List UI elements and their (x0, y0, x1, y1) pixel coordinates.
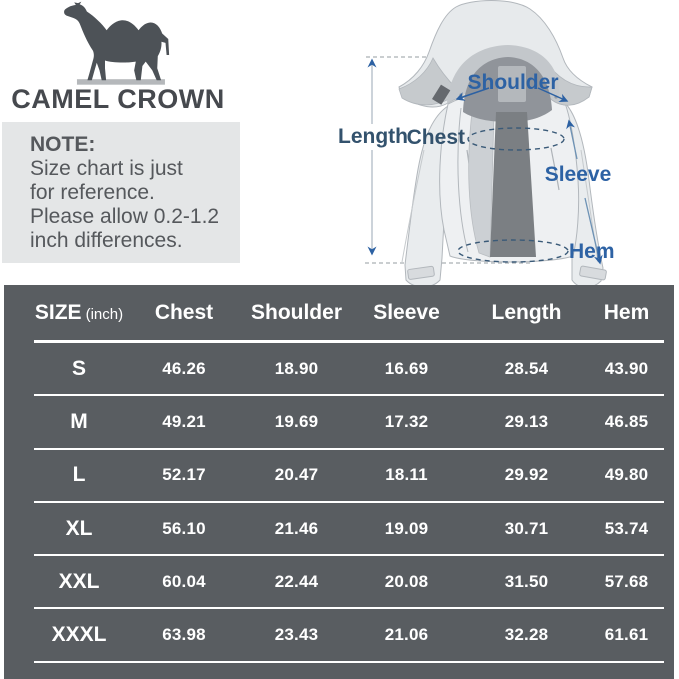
size-table-header: SIZE (inch) Chest Shoulder Sleeve Length … (34, 285, 664, 343)
size-value: M (70, 409, 88, 433)
note-line: Please allow 0.2-1.2 (30, 205, 220, 228)
shoulder-value: 18.90 (274, 358, 319, 378)
note-box: NOTE: Size chart is just for reference. … (2, 122, 240, 263)
sleeve-line-upper (566, 119, 578, 160)
brim-snap-left (459, 93, 463, 97)
size-value: XL (65, 516, 93, 540)
table-row-xxl: XXL 60.04 22.44 20.08 31.50 57.68 (34, 556, 664, 610)
chest-value: 46.26 (162, 358, 206, 378)
chest-value: 60.04 (162, 571, 206, 591)
shoulder-value: 19.69 (274, 411, 319, 431)
shoulder-value: 23.43 (274, 625, 319, 645)
chest-value: 56.10 (162, 518, 206, 538)
size-value: S (71, 356, 86, 380)
header-hem: Hem (603, 300, 650, 324)
header-length: Length (491, 300, 562, 324)
hem-ellipse (457, 239, 569, 263)
hem-value: 53.74 (604, 518, 649, 538)
shoulder-arrow-left (455, 87, 490, 101)
right-pocket-slit (550, 147, 560, 191)
header-shoulder: Shoulder (250, 300, 342, 324)
note-line: Size chart is just (30, 157, 183, 180)
brand-name: CAMEL CROWN (11, 84, 225, 114)
right-cuff-tab (579, 265, 607, 281)
length-value: 32.28 (504, 625, 549, 645)
sleeve-value: 21.06 (384, 625, 429, 645)
left-cuff-tab (407, 265, 435, 280)
length-value: 31.50 (504, 571, 549, 591)
hem-value: 49.80 (604, 465, 649, 485)
chest-value: 52.17 (162, 465, 206, 485)
sleeve-value: 18.11 (385, 465, 428, 485)
left-sleeve-seam (401, 149, 425, 263)
sleeve-value: 16.69 (384, 358, 429, 378)
length-value: 30.71 (504, 518, 549, 538)
shoulder-arrow-right (537, 87, 569, 103)
note-line: inch differences. (30, 229, 183, 252)
length-value: 29.92 (504, 465, 549, 485)
sleeve-value: 19.09 (384, 518, 429, 538)
shoulder-value: 21.46 (274, 518, 319, 538)
length-label: Length (338, 125, 408, 148)
header-chest: Chest (154, 300, 214, 324)
hem-value: 46.85 (604, 411, 649, 431)
sleeve-label: Sleeve (545, 163, 612, 186)
header-unit-label: (inch) (85, 305, 124, 323)
fleece-placket (490, 112, 536, 257)
note-title: NOTE: (30, 133, 96, 156)
header-sleeve: Sleeve (373, 300, 440, 324)
left-flap-edge (457, 107, 469, 253)
chest-label: Chest (407, 126, 465, 149)
hem-label: Hem (569, 240, 615, 263)
interior-back-panel (498, 66, 526, 102)
size-value: XXL (58, 569, 100, 593)
shoulder-value: 20.47 (274, 465, 319, 485)
table-row-l: L 52.17 20.47 18.11 29.92 49.80 (34, 450, 664, 503)
lining-flap (468, 111, 495, 258)
sleeve-line-lower (584, 197, 603, 265)
length-value: 28.54 (504, 358, 549, 378)
header-size: SIZE (inch) (34, 301, 124, 325)
table-row-xxxl: XXXL 63.98 23.43 21.06 32.28 61.61 (34, 609, 664, 663)
size-value: L (72, 463, 86, 487)
size-table: SIZE (inch) Chest Shoulder Sleeve Length … (4, 285, 674, 679)
shoulder-value: 22.44 (274, 571, 319, 591)
camel-logo-icon (64, 1, 170, 85)
chest-value: 49.21 (162, 411, 206, 431)
jacket-diagram-canvas: Length Shoulder Chest Sleeve Hem (338, 0, 615, 288)
table-row-s: S 46.26 18.90 16.69 28.54 43.90 (34, 343, 664, 397)
table-row-m: M 49.21 19.69 17.32 29.13 46.85 (34, 396, 664, 450)
brand-header: CAMEL CROWN (0, 0, 240, 120)
chest-value: 63.98 (162, 625, 206, 645)
shoulder-label: Shoulder (467, 71, 558, 94)
header-size-label: SIZE (34, 300, 82, 324)
hem-value: 61.61 (604, 625, 649, 645)
sleeve-value: 17.32 (384, 411, 429, 431)
note-line: for reference. (30, 181, 155, 204)
length-value: 29.13 (504, 411, 549, 431)
sleeve-value: 20.08 (384, 571, 429, 591)
hem-value: 57.68 (604, 571, 649, 591)
chest-ellipse (467, 127, 565, 151)
hood-tag (431, 84, 451, 105)
size-value: XXXL (51, 623, 107, 647)
table-row-xl: XL 56.10 21.46 19.09 30.71 53.74 (34, 503, 664, 557)
jacket-measurement-diagram: Length Shoulder Chest Sleeve Hem (330, 0, 679, 290)
hem-value: 43.90 (604, 358, 649, 378)
right-sleeve-seam (580, 149, 599, 263)
